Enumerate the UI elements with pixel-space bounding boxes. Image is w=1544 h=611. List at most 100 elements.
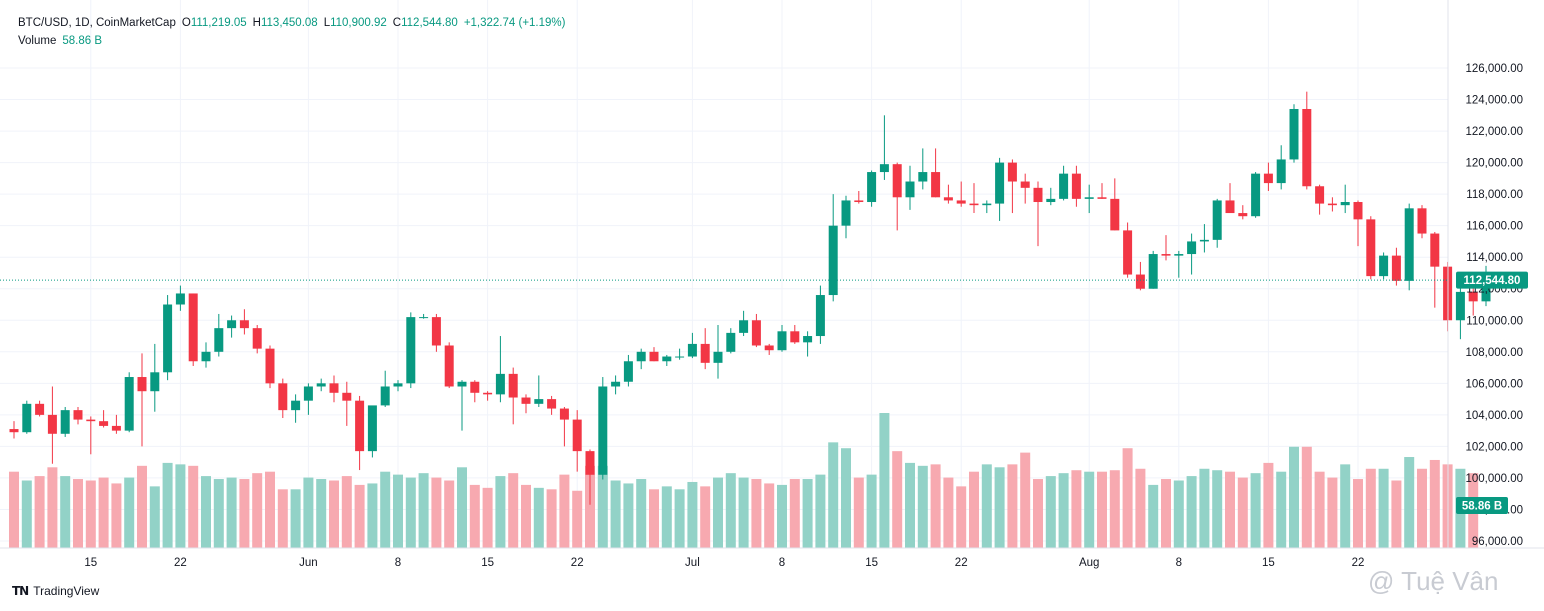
time-axis[interactable]: 15 22 Jun 8 15 22 Jul 8 15 22 Aug 8 15 22 [84,557,1364,569]
volume-bar [687,481,698,548]
volume-bar [1250,473,1261,548]
candle-body [188,293,198,362]
volume-bar [21,480,32,548]
candle-body [585,451,595,475]
price-tick-label: 120,000.00 [1465,158,1523,170]
volume-bar [1084,471,1095,548]
candle-body [918,172,928,182]
price-tick-label: 102,000.00 [1465,441,1523,453]
candle-body [124,377,134,431]
candle-body [457,381,467,387]
volume-bar [572,490,583,548]
volume-bar [137,465,147,548]
watermark: @ Tuệ Vân [1368,566,1499,596]
volume-bar [623,483,634,548]
price-tick-label: 118,000.00 [1466,189,1523,201]
volume-bar [380,471,391,548]
close-label: C [392,17,402,29]
volume-value-label: 58.86 B [1462,501,1502,513]
time-tick-label: 15 [1262,557,1275,569]
volume-bar [969,471,979,548]
candle-body [1289,108,1299,160]
volume-bar [892,451,903,548]
symbol-legend: BTC/USD, 1D, CoinMarketCap O111,219.05 H11… [18,17,571,29]
volume-bar [393,474,403,548]
candle-body [675,356,685,358]
candle-body [1212,200,1222,240]
volume-bar [277,489,288,548]
price-tick-label: 106,000.00 [1465,378,1523,390]
volume-bar [559,474,570,548]
volume-bar [533,487,544,548]
volume-bar [303,477,314,548]
volume-bar [828,442,839,548]
volume-label: Volume [18,35,57,47]
volume-badge: 58.86 B [1456,497,1508,514]
volume-bar [226,477,237,548]
candle-body [1084,197,1094,199]
symbol-title: BTC/USD, 1D, CoinMarketCap [18,17,176,29]
volume-bar [252,473,263,548]
price-axis[interactable]: 96,000.0098,000.00100,000.00102,000.0010… [1465,63,1523,548]
volume-bar [1161,479,1171,548]
candle-body [1187,241,1197,255]
price-tick-label: 104,000.00 [1465,410,1523,422]
volume-bar [34,476,45,548]
volume-bar [751,479,762,548]
volume-bar [738,477,749,548]
volume-bar [98,477,109,548]
candle-body [1007,162,1017,182]
candle-body [1071,173,1081,199]
candle-body [1379,255,1389,277]
candle-body [521,397,531,404]
time-tick-label: 15 [84,557,97,569]
candle-body [175,293,185,305]
volume-bar [1289,446,1299,548]
candle-body [278,383,288,411]
candle-body [1481,280,1491,302]
candle-body [1033,187,1043,203]
volume-bar [713,477,723,548]
candle-body [1123,230,1133,275]
volume-bar [213,479,224,548]
candle-body [483,392,493,395]
candle-body [803,336,813,343]
candle-body [329,383,339,393]
candle-body [598,386,608,475]
candle-body [943,197,953,201]
candle-body [1315,186,1325,204]
volume-bar [85,480,96,548]
volume-bar [585,465,595,548]
time-tick-label: 22 [571,557,584,569]
candle-body [559,408,569,420]
volume-bar [367,483,378,548]
volume-bar [853,477,864,548]
candle-body [815,295,825,337]
tradingview-brand[interactable]: 𝗧𝗡 TradingView [12,584,99,598]
volume-bar [1122,448,1133,548]
candle-body [1020,181,1030,188]
volume-bar [290,489,301,548]
volume-bar [418,473,429,548]
price-tick-label: 116,000.00 [1466,221,1523,233]
candle-body [982,203,992,206]
volume-bar [1276,471,1287,548]
candle-body [841,200,851,226]
volume-bar [175,464,186,548]
candle-body [1417,208,1427,234]
candle-body [1199,239,1209,242]
candle-body [687,343,697,357]
candle-body [700,343,710,363]
candle-body [892,164,902,198]
candle-body [1404,208,1414,281]
volume-bar [444,480,455,548]
candle-body [854,200,864,203]
candle-body [623,361,633,382]
volume-bar [1071,470,1082,548]
volume-bar [789,479,800,548]
candle-body [265,348,275,384]
candle-body [35,403,45,415]
candle-body [1430,233,1440,267]
candle-body [1327,203,1337,206]
